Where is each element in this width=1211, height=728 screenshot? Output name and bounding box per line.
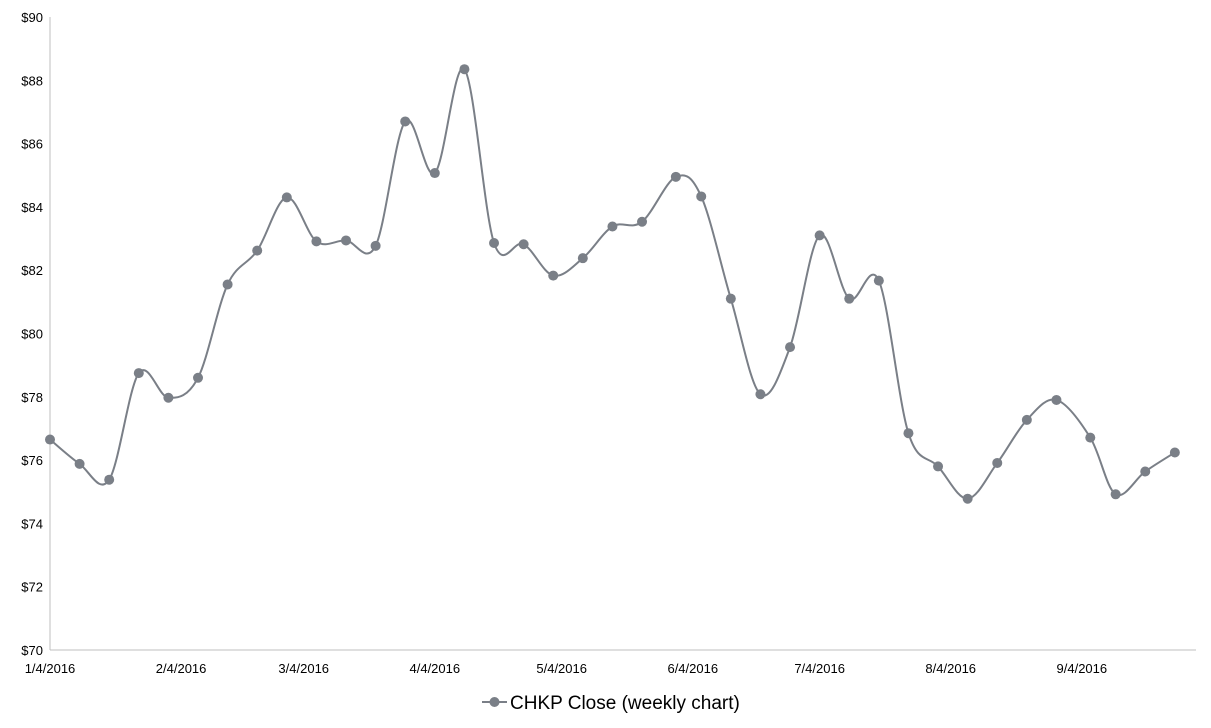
data-point-marker	[844, 293, 855, 304]
data-point-marker	[755, 389, 766, 400]
data-point-marker	[873, 275, 884, 286]
data-point-marker	[133, 368, 144, 379]
data-point-marker	[370, 240, 381, 251]
data-point-marker	[222, 279, 233, 290]
data-point-marker	[281, 192, 292, 203]
x-tick-label: 1/4/2016	[25, 661, 76, 676]
x-tick-label: 6/4/2016	[667, 661, 718, 676]
series-line	[49, 67, 1176, 500]
x-tick-label: 7/4/2016	[794, 661, 845, 676]
y-tick-label: $76	[21, 453, 43, 468]
y-tick-label: $86	[21, 137, 43, 152]
y-tick-label: $88	[21, 73, 43, 88]
data-point-marker	[74, 458, 85, 469]
data-point-marker	[1110, 489, 1121, 500]
data-point-marker	[193, 372, 204, 383]
data-point-marker	[1140, 466, 1151, 477]
legend: CHKP Close (weekly chart)	[482, 693, 740, 714]
y-tick-label: $90	[21, 10, 43, 25]
y-tick-label: $82	[21, 263, 43, 278]
x-tick-label: 2/4/2016	[156, 661, 207, 676]
data-point-marker	[903, 428, 914, 439]
data-point-marker	[1085, 432, 1096, 443]
data-point-marker	[489, 237, 500, 248]
data-point-marker	[933, 461, 944, 472]
data-point-marker	[637, 216, 648, 227]
data-point-marker	[548, 270, 559, 281]
data-point-marker	[577, 253, 588, 264]
x-tick-label: 3/4/2016	[278, 661, 329, 676]
legend-marker-swatch	[489, 697, 500, 707]
y-tick-label: $72	[21, 580, 43, 595]
data-point-marker	[252, 245, 263, 256]
data-point-marker	[45, 434, 55, 445]
legend-label: CHKP Close (weekly chart)	[510, 693, 740, 714]
data-point-marker	[429, 168, 440, 179]
data-point-marker	[163, 392, 174, 403]
data-point-marker	[992, 457, 1003, 468]
y-tick-label: $74	[21, 516, 43, 531]
x-tick-label: 8/4/2016	[925, 661, 976, 676]
data-point-marker	[1021, 414, 1032, 425]
y-tick-label: $84	[21, 200, 43, 215]
series-markers	[45, 64, 1180, 504]
y-tick-label: $80	[21, 327, 43, 342]
data-point-marker	[311, 236, 322, 247]
data-point-marker	[962, 493, 973, 504]
data-point-marker	[696, 191, 707, 202]
data-point-marker	[1169, 447, 1180, 458]
y-tick-label: $70	[21, 643, 43, 658]
x-tick-label: 9/4/2016	[1057, 661, 1108, 676]
data-point-marker	[104, 474, 115, 485]
data-point-marker	[400, 116, 411, 127]
y-tick-label: $78	[21, 390, 43, 405]
data-point-marker	[1051, 394, 1062, 405]
data-point-marker	[785, 342, 796, 353]
data-point-marker	[518, 239, 529, 250]
y-axis-ticks: $70 $72 $74 $76 $78 $80 $82 $84 $86 $88 $90	[21, 10, 43, 658]
data-point-marker	[341, 235, 352, 246]
data-point-marker	[725, 293, 736, 304]
data-point-marker	[814, 230, 825, 241]
x-tick-label: 5/4/2016	[536, 661, 587, 676]
x-axis-ticks: 1/4/2016 2/4/2016 3/4/2016 4/4/2016 5/4/2016…	[25, 661, 1107, 676]
data-point-marker	[670, 171, 681, 182]
data-point-marker	[607, 221, 618, 232]
data-point-marker	[459, 64, 470, 75]
x-tick-label: 4/4/2016	[410, 661, 461, 676]
